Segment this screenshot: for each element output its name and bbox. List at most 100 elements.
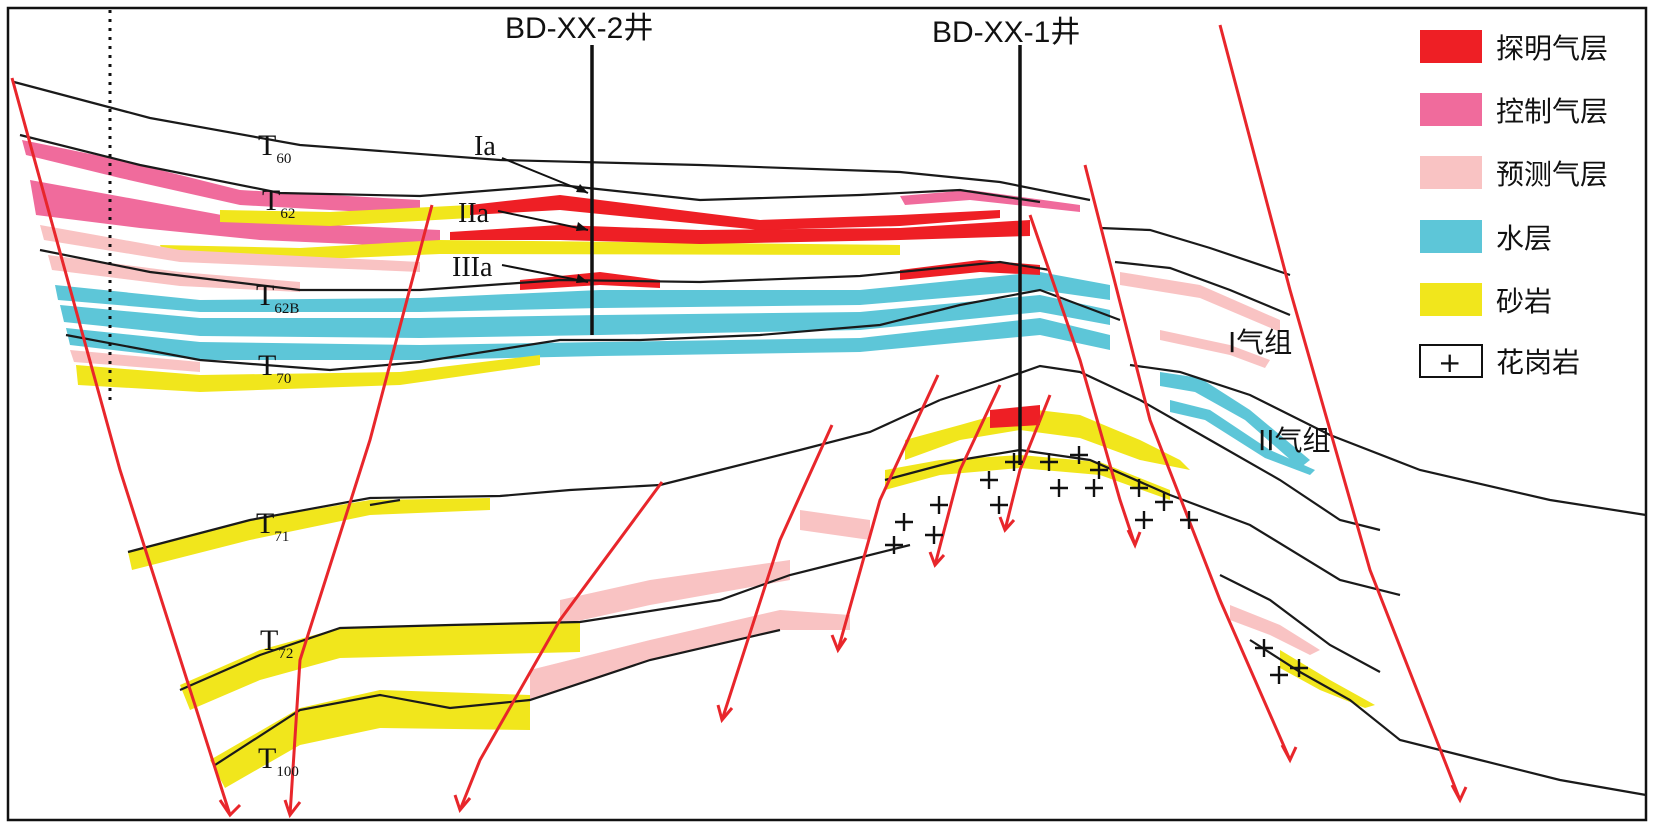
horizon-label-t62b: T62B: [256, 279, 299, 317]
legend-label-granite: 花岗岩: [1496, 346, 1580, 379]
layer-sand-anticline: [905, 408, 1190, 470]
zone-arrowhead-iia: [576, 222, 588, 231]
granite-cross: [895, 513, 913, 531]
layer-sand-2: [160, 240, 900, 260]
layer-predicted-mid-1: [800, 510, 870, 540]
layer-predicted-3: [70, 350, 200, 372]
granite-cross: [1180, 511, 1198, 529]
legend-label-predicted-gas: 预测气层: [1496, 158, 1608, 191]
zone-arrowhead-iiia: [576, 274, 588, 283]
horizon-line-anticline-core: [884, 448, 1401, 597]
granite-cross: [1085, 479, 1103, 497]
section-frame: [6, 6, 1648, 822]
fault-arrow-7: [998, 516, 1016, 533]
fault-1: [10, 77, 232, 816]
horizon-label-t71: T71: [256, 507, 289, 545]
granite-cross: [980, 471, 998, 489]
granite-cross: [1290, 659, 1308, 677]
granite-cross: [1155, 493, 1173, 511]
horizon-line-mid-1: [659, 398, 941, 487]
layer-predicted-right-low: [1230, 605, 1320, 655]
well-bd-xx-1: BD-XX-1井: [932, 16, 1080, 465]
layer-sand-t100: [210, 690, 530, 788]
layer-controlled-gas-3: [900, 190, 1080, 212]
zone-arrow-iiia: [501, 264, 589, 283]
fault-arrow-6: [928, 551, 946, 568]
fault-8: [1028, 214, 1137, 546]
layer-predicted-1: [40, 225, 420, 272]
horizon-label-t70: T70: [258, 349, 291, 387]
fault-2: [288, 204, 434, 816]
fault-5: [836, 374, 940, 651]
fault-6: [933, 384, 1002, 566]
horizon-line-t60: [13, 80, 1091, 202]
legend: 探明气层 控制气层 预测气层 水层 砂岩 + 花岗岩: [1419, 30, 1608, 379]
horizon-label-t72: T72: [260, 624, 293, 662]
horizon-line-t72: [179, 543, 911, 692]
well-label-2: BD-XX-2井: [505, 12, 653, 45]
horizon-line-t100: [214, 628, 781, 766]
layer-sand-1: [220, 205, 470, 226]
layer-predicted-right-2: [1160, 330, 1270, 368]
horizon-line-t62b-right: [1114, 260, 1291, 317]
layer-predicted-mid-3: [530, 610, 850, 700]
horizon-line-arch-right: [1139, 399, 1381, 532]
horizon-line-t71: [127, 483, 661, 554]
granite-cross: [1090, 461, 1108, 479]
granite-cross: [1050, 479, 1068, 497]
fault-4: [720, 424, 834, 721]
granite-cross: [1135, 511, 1153, 529]
granite-cross: [885, 536, 903, 554]
horizon-line-t62b: [39, 248, 1051, 292]
legend-label-sandstone: 砂岩: [1496, 285, 1552, 318]
well-label-1: BD-XX-1井: [932, 16, 1080, 49]
gas-group-label-ii: II气组: [1258, 424, 1331, 457]
horizon-label-t62: T62: [262, 184, 295, 222]
horizon-labels: T60 T62 T62B T70 T71 T72 T100: [256, 129, 299, 780]
layer-sand-t70: [76, 355, 540, 392]
layer-predicted-right-1: [1120, 272, 1280, 332]
legend-swatch-sandstone: [1420, 283, 1482, 316]
horizon-label-t60: T60: [258, 129, 291, 167]
layer-proven-gas-2: [450, 220, 1030, 244]
layer-water-right-2: [1170, 400, 1315, 475]
legend-label-water: 水层: [1496, 222, 1552, 255]
fault-arrow-5: [830, 634, 848, 654]
fault-7: [1003, 394, 1052, 531]
horizon-label-t100: T100: [258, 742, 299, 780]
fault-arrow-1: [218, 799, 242, 818]
legend-swatch-proven-gas: [1420, 30, 1482, 63]
granite-cross: [930, 496, 948, 514]
layer-water-right: [1160, 372, 1310, 468]
zone-label-iia: IIa: [458, 198, 490, 229]
layer-proven-gas-anticline: [990, 405, 1040, 428]
layer-controlled-gas-2: [30, 180, 440, 248]
horizon-line-t71b: [369, 498, 401, 507]
fault-3: [458, 481, 664, 811]
fault-9: [1083, 164, 1292, 761]
fault-arrow-8: [1126, 529, 1142, 549]
horizon-line-t62-right: [1099, 226, 1291, 277]
fault-arrow-10: [1450, 784, 1468, 804]
horizon-line-right-low: [1219, 574, 1381, 673]
fault-arrow-9: [1280, 744, 1298, 764]
fault-10: [1218, 24, 1462, 801]
zone-arrow-ia: [501, 157, 589, 194]
layer-sand-t72: [180, 622, 580, 710]
layer-proven-gas-1: [470, 195, 1000, 230]
legend-swatch-water: [1420, 220, 1482, 253]
gas-group-label-i: I气组: [1228, 326, 1292, 359]
granite-cross: [990, 496, 1008, 514]
legend-label-controlled-gas: 控制气层: [1496, 95, 1608, 128]
fault-arrow-4: [716, 704, 734, 724]
granite-cross: [1255, 639, 1273, 657]
legend-label-proven-gas: 探明气层: [1496, 32, 1608, 65]
zone-label-ia: Ia: [474, 131, 496, 162]
layer-controlled-gas-1: [22, 140, 420, 215]
horizon-line-t70: [65, 288, 1121, 372]
fault-arrow-2: [283, 799, 302, 819]
faults: [10, 24, 1468, 819]
granite-cross: [1070, 446, 1088, 464]
zone-arrow-iia: [497, 210, 589, 231]
